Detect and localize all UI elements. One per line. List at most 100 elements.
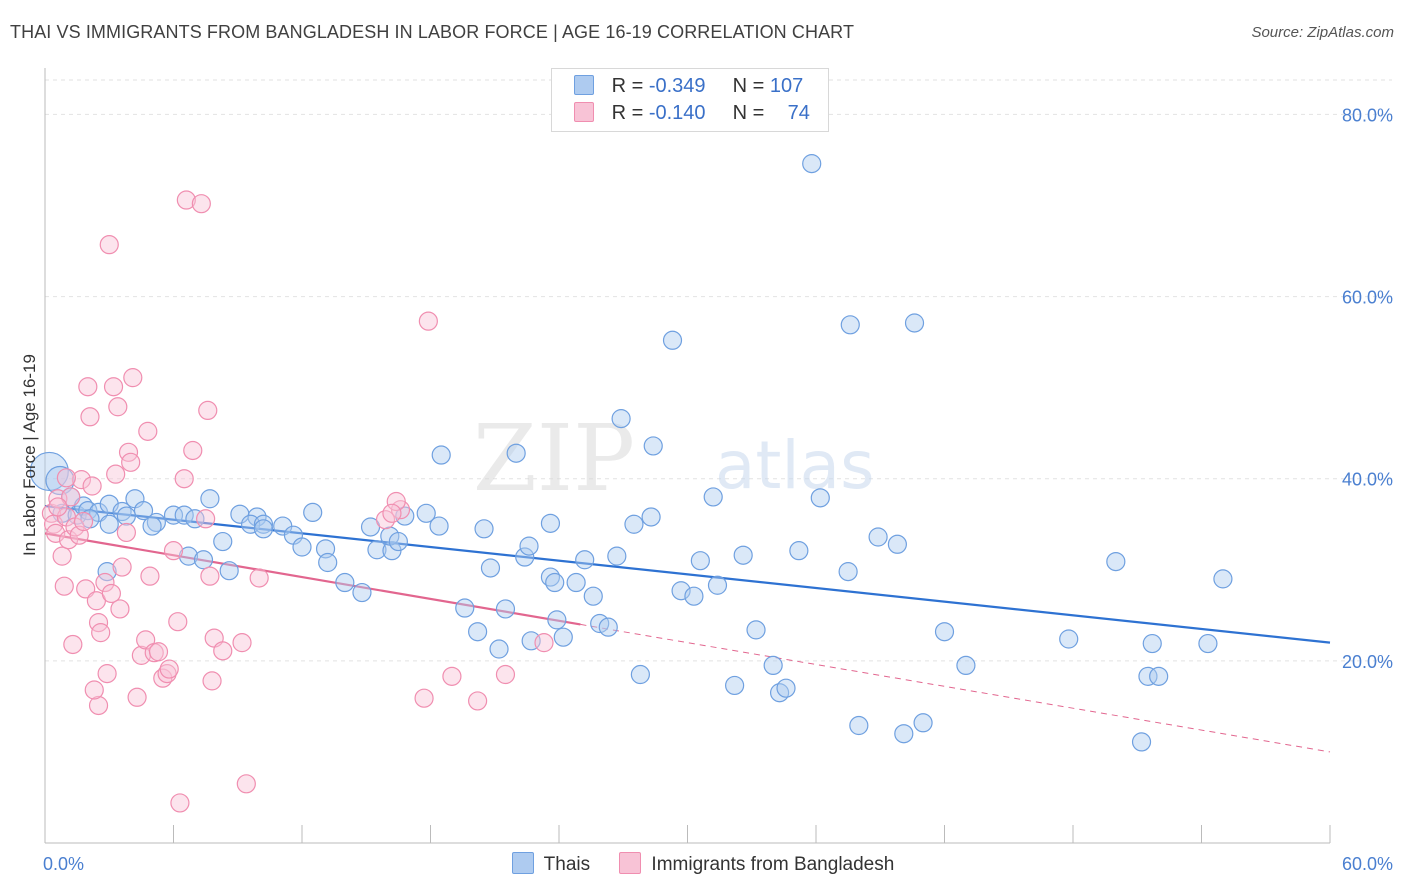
grid-lines: [45, 79, 1392, 662]
data-point: [1059, 629, 1079, 649]
data-point: [95, 572, 115, 593]
legend-item-bangladesh[interactable]: Immigrants from Bangladesh: [619, 852, 894, 876]
data-point: [292, 537, 312, 557]
data-point: [707, 575, 728, 595]
y-tick-label: 20.0%: [1342, 652, 1393, 672]
data-point: [112, 557, 132, 577]
data-point: [303, 502, 323, 523]
y-tick-label: 80.0%: [1342, 105, 1393, 125]
data-point: [253, 519, 274, 539]
data-point: [1131, 732, 1152, 752]
n-value: 74: [787, 102, 810, 124]
data-point: [442, 666, 462, 686]
data-point: [247, 507, 267, 527]
data-point: [71, 470, 92, 490]
data-point: [140, 566, 160, 586]
trend-lines: [44, 504, 1331, 753]
data-point: [455, 598, 475, 618]
watermark-atlas: atlas: [715, 427, 875, 504]
data-point: [802, 154, 822, 174]
trend-line: [44, 532, 581, 626]
data-point: [956, 655, 976, 676]
data-point: [489, 639, 509, 659]
data-point: [553, 627, 573, 647]
data-points: [29, 154, 1233, 813]
data-point: [789, 541, 809, 561]
data-point: [191, 194, 211, 214]
data-point: [671, 581, 691, 601]
data-point: [253, 514, 274, 534]
stats-legend: R = -0.349 N = 107 R = -0.140 N = 74: [551, 68, 829, 132]
trend-line-dashed: [580, 623, 1331, 753]
tick-labels: 20.0% 40.0% 60.0% 80.0% 0.0% 60.0%: [43, 105, 1393, 874]
legend-item-thais[interactable]: Thais: [511, 852, 591, 876]
data-point: [236, 774, 256, 794]
data-point: [176, 190, 196, 210]
legend-label-bangladesh: Immigrants from Bangladesh: [651, 854, 895, 875]
data-point: [904, 313, 925, 333]
data-point: [474, 519, 494, 539]
data-point: [468, 691, 488, 711]
data-point: [163, 505, 184, 525]
data-point: [690, 551, 710, 571]
data-point: [540, 513, 561, 533]
data-point: [506, 443, 526, 463]
data-point: [174, 469, 194, 489]
data-point: [495, 599, 516, 619]
data-point: [56, 468, 77, 488]
data-point: [48, 497, 68, 517]
legend-swatch-thais: [511, 852, 534, 874]
trend-line: [44, 504, 1331, 644]
data-point: [810, 488, 830, 508]
n-label: N =: [732, 75, 765, 97]
data-point: [159, 659, 179, 679]
data-point: [148, 642, 169, 662]
data-point: [335, 572, 355, 593]
data-point: [1149, 666, 1169, 686]
n-label: N =: [732, 102, 765, 124]
data-point: [725, 675, 745, 696]
data-point: [733, 545, 753, 565]
data-point: [534, 633, 554, 653]
n-value: 107: [769, 75, 804, 97]
data-point: [178, 546, 199, 566]
data-point: [142, 516, 162, 536]
data-point: [849, 715, 869, 736]
data-point: [123, 368, 143, 388]
watermark-zip: ZIP: [473, 405, 635, 512]
data-point: [643, 436, 663, 456]
data-point: [703, 487, 723, 507]
data-point: [174, 505, 194, 525]
data-point: [99, 514, 119, 534]
data-point: [116, 506, 136, 526]
data-point: [575, 550, 595, 570]
data-point: [138, 421, 158, 441]
data-point: [641, 507, 661, 527]
y-tick-label: 60.0%: [1342, 288, 1393, 308]
data-point: [414, 688, 434, 708]
y-axis-label: In Labor Force | Age 16-19: [20, 354, 39, 556]
data-point: [1106, 551, 1126, 572]
legend-label-thais: Thais: [543, 854, 591, 875]
data-point: [763, 655, 783, 676]
data-point: [913, 713, 933, 733]
data-point: [838, 562, 858, 582]
r-label: R =: [611, 75, 644, 97]
x-tick-label: 60.0%: [1342, 854, 1393, 874]
data-point: [163, 541, 184, 561]
data-point: [431, 445, 451, 465]
data-point: [566, 572, 586, 593]
data-point: [367, 540, 387, 560]
data-point: [318, 552, 338, 573]
data-point: [468, 622, 488, 642]
data-point: [213, 641, 233, 661]
r-value: -0.140: [648, 102, 706, 124]
data-point: [78, 377, 98, 397]
data-point: [202, 671, 222, 691]
chart-source: Source: ZipAtlas.com: [1251, 24, 1394, 41]
data-point: [386, 491, 406, 512]
data-point: [91, 623, 111, 643]
data-point: [515, 547, 535, 567]
data-point: [200, 566, 220, 586]
data-point: [45, 465, 75, 496]
